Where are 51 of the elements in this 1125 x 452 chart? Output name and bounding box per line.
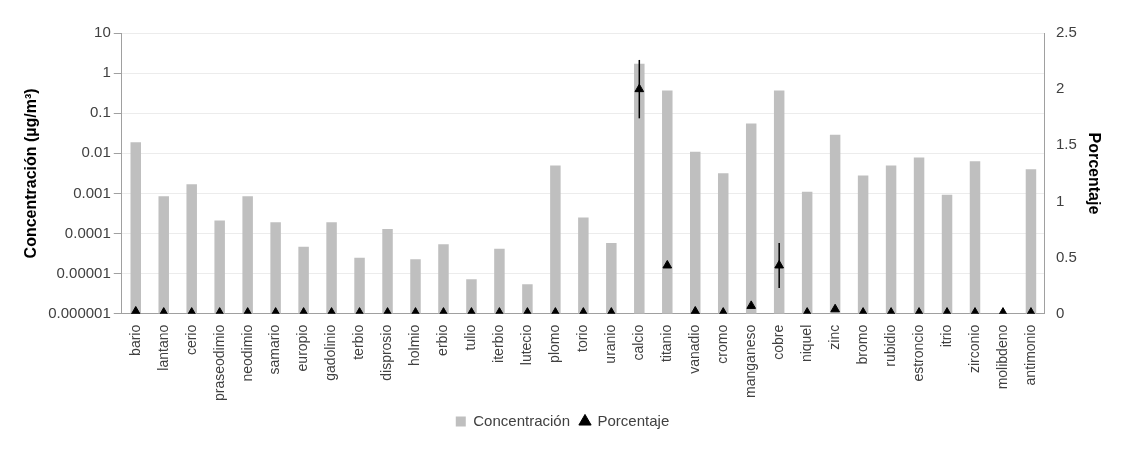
x-tick-label: holmio [406,324,423,366]
x-tick-label: vanadio [686,324,703,374]
x-tick-label: bromo [853,324,870,365]
y2-tick-label: 2.5 [1055,23,1077,41]
x-tick-label: calcio [630,324,647,361]
x-tick-label: lutecio [518,324,535,366]
x-tick-label: terbio [350,324,367,360]
y-tick-label: 10 [94,23,111,41]
x-tick-label: antimonio [1021,324,1038,386]
legend-label: Concentración [473,411,571,429]
x-tick-label: titanio [658,324,675,363]
y2-axis-title: Porcentaje [1085,132,1103,215]
x-tick-label: plomo [546,324,563,363]
y-tick-label: 0.01 [81,143,111,161]
y-tick-label: 0.00001 [56,263,111,281]
y2-tick-label: 2 [1055,79,1065,97]
x-tick-label: samario [266,324,283,375]
x-tick-label: gadolinio [322,324,339,381]
x-tick-label: erbio [434,324,451,356]
x-tick-label: rubidio [881,324,898,367]
y-tick-label: 0.001 [73,183,111,201]
x-tick-label: molibdeno [993,324,1010,390]
x-tick-label: cromo [714,324,731,364]
x-tick-label: cobre [770,324,787,360]
x-tick-label: tulio [462,324,479,351]
y2-tick-label: 0.5 [1055,247,1077,265]
x-tick-label: manganeso [742,324,759,398]
y2-tick-label: 0 [1055,303,1065,321]
x-tick-label: bario [126,324,143,356]
x-tick-label: disprosio [378,324,395,381]
x-tick-label: zirconio [965,324,982,373]
x-tick-label: neodimio [238,324,255,382]
y2-tick-label: 1 [1055,191,1065,209]
x-tick-label: lantano [154,324,171,371]
y2-tick-label: 1.5 [1055,135,1077,153]
y-tick-label: 0.0001 [64,223,111,241]
y-axis-title: Concentración (µg/m³) [22,88,40,259]
x-tick-label: torio [574,324,591,352]
y-tick-label: 0.1 [89,103,111,121]
x-tick-label: zinc [825,324,842,350]
legend-label: Porcentaje [597,411,670,429]
x-tick-label: estroncio [909,324,926,382]
x-tick-label: uranio [602,324,619,364]
x-tick-label: itrio [937,324,954,348]
x-tick-label: niquel [798,324,815,363]
x-tick-label: praseodimio [210,324,227,401]
x-tick-label: iterbio [490,324,507,363]
x-tick-label: cerio [182,324,199,356]
y-tick-label: 0.000001 [48,303,111,321]
y-tick-label: 1 [102,63,111,81]
x-tick-label: europio [294,324,311,372]
